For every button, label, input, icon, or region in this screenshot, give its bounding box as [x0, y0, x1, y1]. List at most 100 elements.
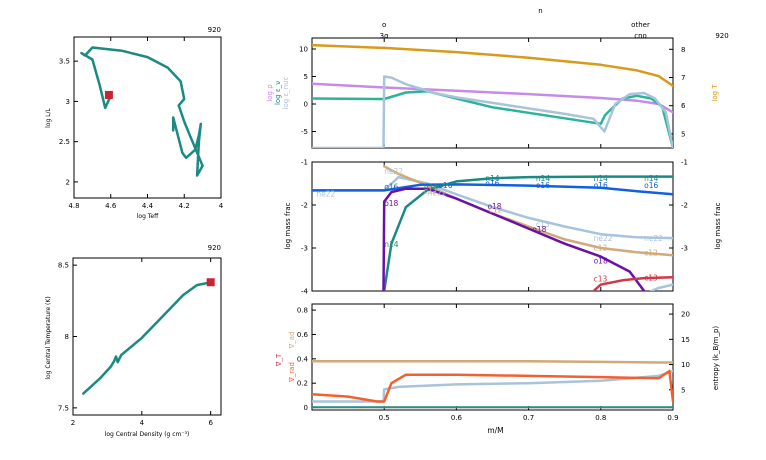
rhoT-x-tick-label: 2	[71, 419, 75, 427]
abundance-label: o18	[487, 202, 501, 211]
abundance-label: o16	[485, 179, 499, 188]
mid-left-y-tick-label: -1	[301, 159, 308, 167]
hr-y-tick-label: 2.5	[59, 138, 70, 146]
bottom-left-y-tick-label: 0	[304, 404, 308, 412]
abundance-label: c13	[536, 220, 550, 229]
abundance-label: ne22	[316, 189, 335, 198]
abundance-label: o16	[438, 181, 452, 190]
top-left-y-tick-label: 10	[299, 46, 308, 54]
top-panel-frame	[311, 37, 674, 149]
hr-x-tick-label: 4.2	[179, 202, 190, 210]
rhoT-model-number: 920	[208, 244, 221, 252]
abundance-line-o16	[312, 183, 673, 196]
abundance-label: n14	[485, 174, 500, 183]
top-series-line	[312, 90, 673, 148]
bottom-series-line	[312, 360, 673, 364]
abundance-label: n14	[424, 182, 439, 191]
top-series-line	[312, 82, 673, 114]
abundance-label: c12	[644, 249, 658, 258]
bottom-panel-frame	[311, 303, 674, 411]
abundance-label: n14	[594, 174, 609, 183]
abundance-label: ne22	[384, 167, 403, 176]
bottom-right-axis-label: entropy (k_B/m_p)	[712, 326, 720, 391]
bottom-right-y-tick-label: 20	[681, 311, 690, 319]
bottom-x-tick-label: 0.9	[667, 414, 678, 422]
abundance-label: c12	[424, 187, 438, 196]
top-region-label: other	[631, 21, 650, 29]
bottom-x-tick-label: 0.6	[451, 414, 463, 422]
bottom-left-axis-label: ∇_ad	[288, 332, 296, 350]
bottom-left-y-tick-label: 0.2	[297, 380, 308, 388]
bottom-left-y-tick-label: 0.6	[297, 331, 309, 339]
mid-right-y-tick-label: -1	[681, 159, 688, 167]
bottom-right-y-tick-label: 10	[681, 361, 690, 369]
rhoT-x-tick-label: 4	[140, 419, 145, 427]
bottom-left-y-tick-label: 0.4	[297, 355, 309, 363]
abundance-line-ne22	[312, 175, 673, 240]
abundance-line-n14	[382, 175, 673, 291]
rhoT-track-line	[82, 281, 214, 395]
top-right-y-tick-label: 8	[681, 46, 685, 54]
bottom-left-axis-label: ∇_T	[275, 353, 283, 367]
abundance-line-c13	[592, 275, 673, 291]
hr-x-axis-label: log Teff	[137, 213, 159, 220]
top-series-line	[312, 75, 673, 148]
top-left-y-tick-label: 0	[304, 101, 308, 109]
rhoT-current-marker	[206, 278, 215, 287]
abundance-label: o16	[644, 181, 658, 190]
rhoT-y-tick-label: 8.5	[58, 262, 69, 270]
mid-left-y-tick-label: -2	[301, 202, 308, 210]
top-header-label: n	[538, 7, 542, 15]
abundance-label: c12	[489, 206, 503, 215]
top-left-axis-label: log ε_nuc	[282, 76, 290, 109]
top-left-y-tick-label: -5	[301, 128, 308, 136]
abundance-label: c12	[594, 244, 608, 253]
hr-x-tick-label: 4	[219, 202, 224, 210]
mid-right-y-tick-label: -2	[681, 202, 688, 210]
abundance-label: c13	[644, 274, 658, 283]
bottom-right-y-tick-label: 5	[681, 386, 685, 394]
top-right-y-tick-label: 6	[681, 102, 686, 110]
top-right-y-tick-label: 5	[681, 130, 685, 138]
abundance-label: o16	[384, 182, 398, 191]
mid-left-y-tick-label: -4	[301, 288, 309, 296]
rhoT-y-axis-label: log Central Temperature (K)	[45, 296, 52, 379]
hr-x-tick-label: 4.8	[68, 202, 79, 210]
bottom-left-y-tick-label: 0.8	[297, 307, 308, 315]
top-left-axis-label: log ε_ν	[274, 81, 282, 105]
abundance-label: n14	[644, 174, 659, 183]
abundance-line-c12	[382, 165, 673, 257]
hr-model-number: 920	[208, 26, 221, 34]
abundance-label: n14	[384, 240, 399, 249]
bottom-left-axis-label: ∇_rad	[288, 362, 296, 383]
top-left-y-tick-label: 5	[304, 73, 308, 81]
bottom-x-axis-label: m/M	[487, 426, 503, 435]
rhoT-y-tick-label: 8	[65, 333, 69, 341]
abundance-line-c13b	[650, 283, 673, 291]
mid-left-axis-label: log mass frac	[284, 202, 292, 249]
abundance-label: ne22	[644, 234, 663, 243]
abundance-line-o18	[382, 187, 646, 291]
top-right-y-tick-label: 7	[681, 74, 685, 82]
bottom-x-tick-label: 0.8	[595, 414, 606, 422]
abundance-label: o18	[532, 225, 546, 234]
top-region-label: o	[382, 21, 386, 29]
rhoT-x-tick-label: 6	[208, 419, 213, 427]
top-left-axis-label: log ρ	[266, 84, 274, 102]
mid-panel-frame	[311, 161, 674, 292]
abundance-label: o18	[384, 199, 398, 208]
bottom-x-tick-label: 0.5	[379, 414, 390, 422]
abundance-label: n14	[536, 174, 551, 183]
top-region-sublabel: 3α	[380, 32, 389, 40]
abundance-label: c13	[594, 274, 608, 283]
hr-y-tick-label: 3	[66, 98, 70, 106]
hr-x-tick-label: 4.6	[105, 202, 117, 210]
top-right-axis-label: log T	[711, 84, 719, 102]
abundance-label: o16	[594, 181, 608, 190]
abundance-label: ne22	[594, 234, 613, 243]
rhoT-plot-frame	[72, 257, 222, 416]
mid-right-y-tick-label: -3	[681, 245, 688, 253]
mid-right-axis-label: log mass frac	[714, 202, 722, 249]
top-series-line	[312, 43, 673, 88]
